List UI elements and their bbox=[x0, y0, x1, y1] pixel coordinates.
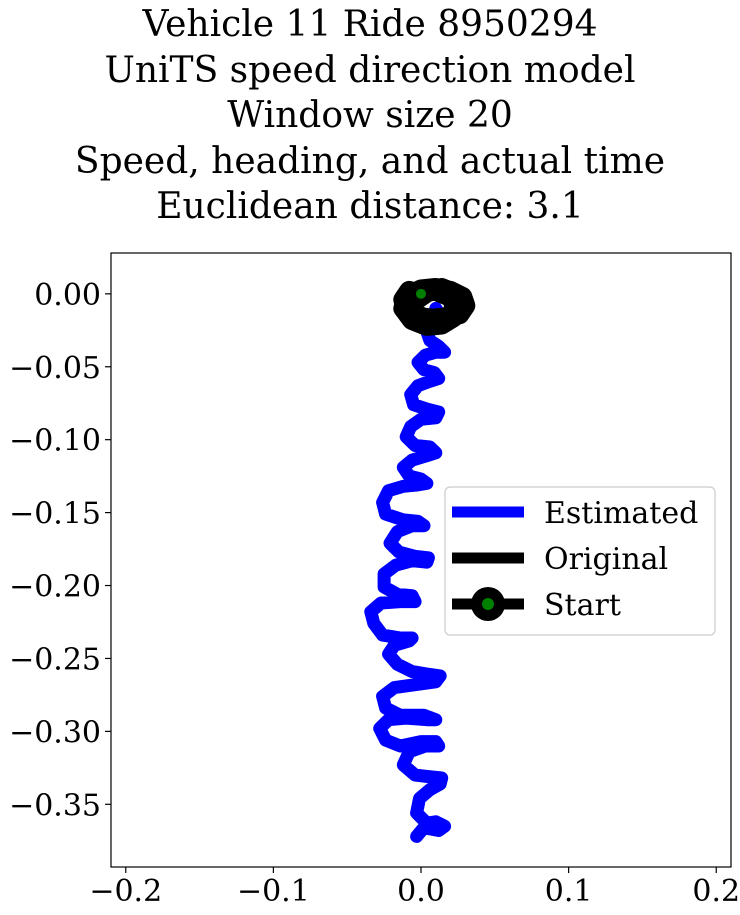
series-line-estimated bbox=[364, 301, 452, 843]
chart-title: Vehicle 11 Ride 8950294 UniTS speed dire… bbox=[0, 2, 740, 230]
legend-label-start: Start bbox=[544, 588, 621, 623]
y-tick-label: 0.00 bbox=[34, 278, 101, 313]
y-tick-label: −0.35 bbox=[9, 788, 101, 823]
title-line-1: Vehicle 11 Ride 8950294 bbox=[142, 4, 598, 45]
title-line-4: Speed, heading, and actual time bbox=[74, 140, 666, 182]
start-point-marker bbox=[416, 288, 426, 299]
ticks-layer: −0.2 −0.1 0.0 0.1 0.2 0.00 −0.05 −0.10 −0.15 −0.2… bbox=[9, 278, 740, 909]
x-tick-label: 0.1 bbox=[545, 874, 593, 909]
title-line-5: Euclidean distance: 3.1 bbox=[156, 186, 584, 227]
legend-start-marker bbox=[482, 598, 494, 610]
title-line-2: UniTS speed direction model bbox=[104, 49, 636, 91]
x-tick-label: −0.1 bbox=[237, 874, 310, 909]
x-tick-label: 0.2 bbox=[692, 874, 740, 909]
series-line-original bbox=[393, 278, 476, 336]
series-layer bbox=[364, 278, 476, 843]
y-tick-label: −0.05 bbox=[9, 351, 101, 386]
x-tick-label: 0.0 bbox=[397, 874, 445, 909]
x-tick-label: −0.2 bbox=[89, 874, 162, 909]
y-tick-label: −0.10 bbox=[9, 424, 101, 459]
legend-label-estimated: Estimated bbox=[544, 496, 698, 531]
legend: Estimated Original Start bbox=[444, 486, 716, 636]
legend-box bbox=[444, 486, 716, 636]
y-tick-label: −0.30 bbox=[9, 715, 101, 750]
y-tick-label: −0.15 bbox=[9, 497, 101, 532]
title-line-3: Window size 20 bbox=[227, 95, 513, 136]
legend-label-original: Original bbox=[544, 542, 668, 577]
y-tick-label: −0.25 bbox=[9, 642, 101, 677]
y-tick-label: −0.20 bbox=[9, 570, 101, 605]
